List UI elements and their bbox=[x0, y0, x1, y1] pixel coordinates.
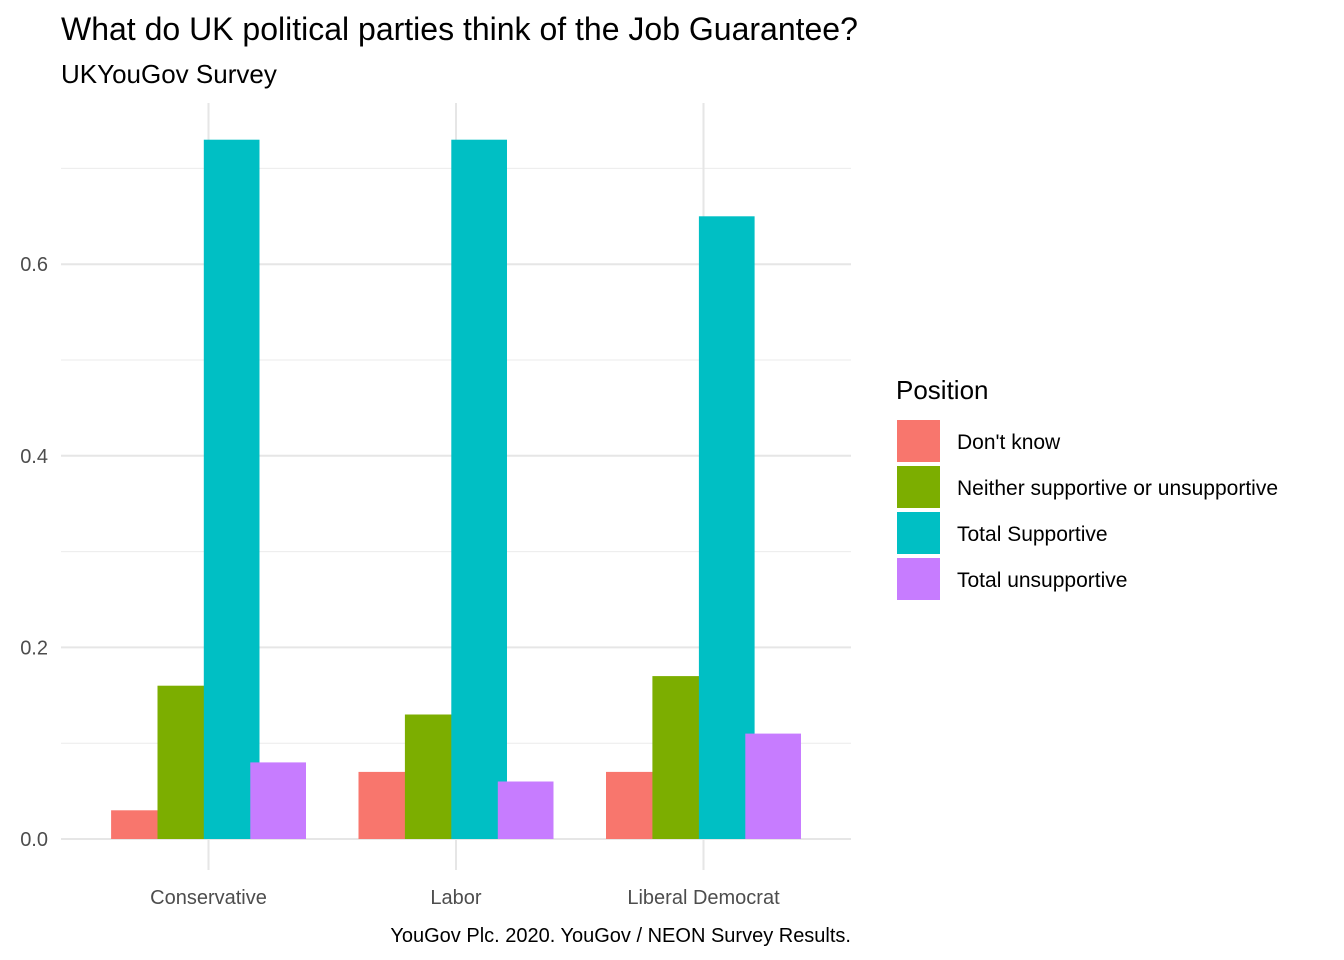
legend-label: Don't know bbox=[957, 431, 1061, 454]
legend-swatch bbox=[897, 466, 940, 508]
legend-swatch bbox=[897, 558, 940, 600]
bars bbox=[111, 139, 801, 840]
y-tick-label: 0.2 bbox=[20, 637, 48, 659]
chart-caption: YouGov Plc. 2020. YouGov / NEON Survey R… bbox=[390, 925, 851, 947]
bar-total-unsupportive-labor bbox=[497, 781, 554, 839]
y-tick-label: 0.6 bbox=[20, 254, 48, 276]
x-tick-label: Liberal Democrat bbox=[627, 887, 780, 909]
bar-neither-supportive-or-unsupportive-liberal-democrat bbox=[652, 676, 709, 839]
y-tick-label: 0.4 bbox=[20, 446, 48, 468]
legend: Position Don't know Neither supportive or… bbox=[896, 375, 1278, 600]
y-tick-label: 0.0 bbox=[20, 829, 48, 851]
legend-swatch bbox=[897, 512, 940, 554]
bar-total-supportive-labor bbox=[451, 139, 507, 839]
legend-label: Neither supportive or unsupportive bbox=[957, 477, 1278, 500]
y-axis: 0.0 0.2 0.4 0.6 bbox=[20, 254, 48, 851]
bar-total-unsupportive-conservative bbox=[250, 762, 306, 839]
bar-total-supportive-conservative bbox=[203, 139, 260, 839]
x-axis: Conservative Labor Liberal Democrat bbox=[150, 887, 780, 909]
chart-subtitle: UKYouGov Survey bbox=[61, 59, 277, 89]
legend-title: Position bbox=[896, 375, 989, 405]
legend-label: Total Supportive bbox=[957, 523, 1108, 546]
bar-total-unsupportive-liberal-democrat bbox=[745, 733, 801, 839]
x-tick-label: Labor bbox=[430, 887, 481, 909]
legend-label: Total unsupportive bbox=[957, 569, 1127, 592]
x-tick-label: Conservative bbox=[150, 887, 267, 909]
chart-title: What do UK political parties think of th… bbox=[61, 11, 858, 47]
legend-swatch bbox=[897, 420, 940, 462]
